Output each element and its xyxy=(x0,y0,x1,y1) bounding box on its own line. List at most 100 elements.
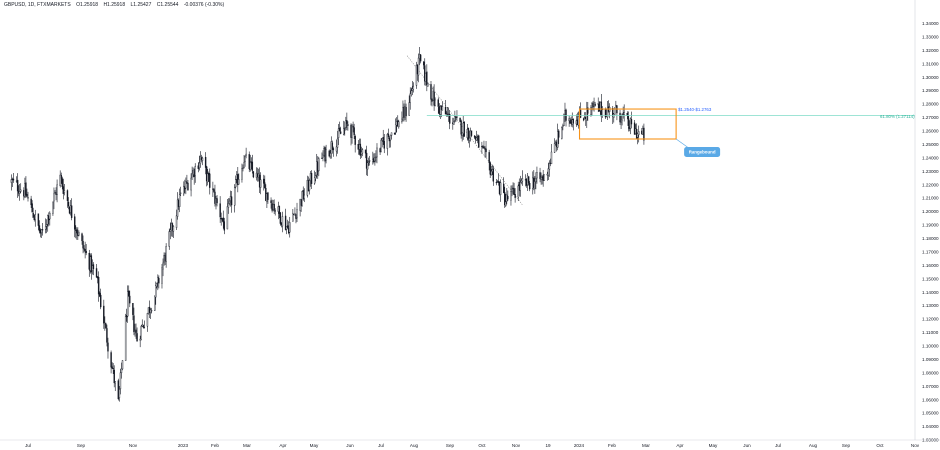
candle xyxy=(338,121,341,132)
y-tick-label: 1.14000 xyxy=(922,290,939,295)
candle xyxy=(249,154,251,172)
candle-body xyxy=(387,133,390,138)
candle-body xyxy=(430,84,432,100)
candle-body xyxy=(473,135,476,138)
candle-body xyxy=(345,120,347,128)
candle xyxy=(270,197,272,209)
candle-body xyxy=(528,183,531,190)
candle xyxy=(168,228,170,250)
candle-body xyxy=(621,114,623,121)
chart-header: GBPUSD, 1D, FTXMARKETS O1.25918 H1.25918… xyxy=(4,2,228,8)
candle-body xyxy=(540,176,542,180)
candle-body xyxy=(369,160,371,162)
candle-body xyxy=(16,179,19,192)
candle-body xyxy=(536,172,538,179)
range-label: $1.2540-$1.2763 xyxy=(678,107,712,112)
x-tick-label: Jun xyxy=(346,443,354,448)
candle xyxy=(419,54,422,64)
candle xyxy=(296,202,298,222)
candle xyxy=(226,199,229,230)
candle-body xyxy=(426,71,428,86)
candle xyxy=(412,82,415,93)
candle-body xyxy=(61,178,63,187)
candle-body xyxy=(279,212,282,224)
candle-body xyxy=(241,168,243,180)
candle xyxy=(219,196,221,223)
candle xyxy=(90,253,93,280)
candle xyxy=(150,307,153,314)
candle-body xyxy=(62,186,65,194)
candle xyxy=(61,176,63,190)
candle-body xyxy=(338,127,341,132)
candle xyxy=(619,109,621,125)
candle xyxy=(561,126,563,140)
x-tick-label: May xyxy=(709,443,718,448)
candle-body xyxy=(119,372,122,390)
candle-body xyxy=(10,179,13,183)
candle-body xyxy=(106,328,108,343)
candle-body xyxy=(83,248,85,250)
candle-body xyxy=(74,216,76,230)
candle-body xyxy=(179,192,182,194)
candle-body xyxy=(490,170,492,176)
candle xyxy=(294,207,296,216)
candle-body xyxy=(459,117,461,122)
candle xyxy=(514,188,516,203)
candle-body xyxy=(337,128,340,138)
candle xyxy=(209,168,211,195)
candle-body xyxy=(376,147,378,158)
candle xyxy=(124,313,127,361)
candle-body xyxy=(535,178,537,183)
candle xyxy=(505,193,507,208)
candle xyxy=(347,121,349,131)
candle xyxy=(121,360,124,371)
candle-body xyxy=(198,162,201,169)
candle-body xyxy=(367,161,370,163)
candle-body xyxy=(579,109,582,118)
range-box[interactable] xyxy=(578,108,677,140)
candle xyxy=(179,186,182,197)
candle-body xyxy=(517,185,519,198)
candle-body xyxy=(49,212,51,220)
candle xyxy=(444,100,447,115)
y-tick-label: 1.26000 xyxy=(922,129,939,134)
x-tick-label: Sep xyxy=(842,443,851,448)
x-tick-label: May xyxy=(310,443,319,448)
y-tick-label: 1.33000 xyxy=(922,34,939,39)
candle-body xyxy=(364,149,367,154)
candle-body xyxy=(470,130,473,136)
candle xyxy=(25,176,27,198)
y-tick-label: 1.32000 xyxy=(922,48,939,53)
candle-body xyxy=(502,183,505,193)
candle xyxy=(128,285,130,297)
candle xyxy=(383,133,385,154)
low-value: L1.25427 xyxy=(130,2,152,8)
candle xyxy=(252,170,255,179)
candle xyxy=(463,121,465,137)
candle-body xyxy=(467,127,470,140)
candle xyxy=(390,132,393,140)
candle-body xyxy=(63,190,66,194)
candle-body xyxy=(303,194,305,200)
candle-body xyxy=(548,163,551,170)
candle xyxy=(235,175,237,189)
candle-body xyxy=(162,262,164,270)
candle-body xyxy=(187,182,189,191)
candle xyxy=(178,188,181,213)
candle-body xyxy=(233,187,236,206)
candle-body xyxy=(623,112,625,116)
callout-box[interactable] xyxy=(684,147,721,157)
candle-body xyxy=(252,171,255,178)
candle xyxy=(154,295,156,311)
candle-body xyxy=(423,61,425,66)
candle xyxy=(302,186,304,201)
candle-body xyxy=(146,313,149,327)
candle-body xyxy=(219,203,221,218)
candle xyxy=(281,211,284,233)
candle xyxy=(45,219,48,234)
y-tick-label: 1.06000 xyxy=(922,397,939,402)
candle xyxy=(201,156,204,166)
candle xyxy=(502,177,505,194)
y-tick-label: 1.23000 xyxy=(922,169,939,174)
